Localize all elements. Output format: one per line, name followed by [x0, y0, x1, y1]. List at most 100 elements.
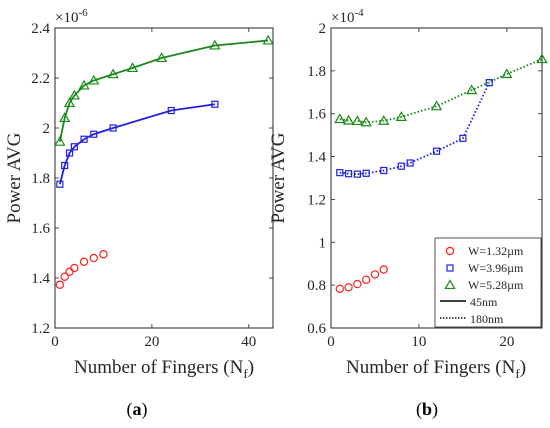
- panel-a-ytick-label: 1.8: [31, 171, 50, 187]
- panel-a-series-2-point: [262, 34, 274, 45]
- panel-a-series-1-point: [65, 149, 74, 157]
- panel-b-series-0-point: [353, 279, 362, 289]
- panel-a-ylabel: Power AVG: [4, 132, 25, 223]
- panel-a-series-1-point: [211, 100, 219, 108]
- panel-b-series-1-point: [336, 169, 344, 177]
- legend-label-4: 180nm: [470, 312, 504, 326]
- panel-a-ytick-label: 2.4: [31, 21, 50, 37]
- panel-b-ytick-label: 1.4: [307, 150, 326, 166]
- panel-b-series-2-point: [501, 68, 513, 79]
- panel-a-series-2-point: [107, 68, 119, 79]
- panel-b-series-1-point: [459, 134, 467, 142]
- panel-a-ticks: 1.2 1.4 1.6 1.8 2 2.2 2.4 0 20 40: [31, 21, 273, 350]
- panel-a-series-2-line: [58, 39, 269, 142]
- panel-a-series-1-line: [58, 103, 215, 185]
- panel-a-xtick-label: 40: [241, 334, 256, 350]
- panel-b-legend: W=1.32µm W=3.96µm W=5.28µm 45nm 180nm: [434, 237, 542, 328]
- panel-a-exponent: ×10-6: [55, 7, 88, 26]
- panel-b-series-1-point: [432, 147, 441, 155]
- panel-a-series-1-point: [70, 143, 78, 151]
- panel-a-series-2-point: [63, 97, 76, 108]
- panel-b-series-1-point: [406, 159, 414, 167]
- legend-marker-1: [446, 264, 454, 272]
- panel-a-series-0-point: [99, 250, 108, 259]
- panel-a-ytick-label: 2: [43, 121, 51, 137]
- panel-b-series-2-point: [334, 113, 346, 124]
- panel-b: ×10-4 0.60.811.21.41.61.820 10 20 Power AV…: [268, 7, 548, 420]
- panel-b-ytick-label: 1: [319, 235, 327, 251]
- panel-a-series-0-point: [89, 253, 98, 263]
- panel-a-series-1-point: [109, 124, 117, 132]
- panel-a-series-2-point: [54, 135, 66, 146]
- panel-b-series-0-point: [379, 265, 388, 274]
- panel-a-series-2-point: [68, 89, 81, 100]
- panel-b-series-1-point: [362, 169, 370, 177]
- legend-items: W=1.32µm W=3.96µm W=5.28µm 45nm 180nm: [440, 244, 524, 326]
- panel-a-series-2-point: [88, 74, 100, 85]
- panel-b-series-2-point: [360, 116, 372, 127]
- panel-a-ytick-label: 1.6: [31, 221, 50, 237]
- panel-a-series-1-point: [80, 135, 88, 143]
- panel-b-ytick-label: 1.2: [307, 192, 326, 208]
- panel-a-plot-area: [54, 27, 274, 329]
- legend-marker-0: [445, 246, 455, 256]
- panel-b-xlabel: Number of Fingers (Nf): [346, 357, 526, 381]
- panel-b-xtick-label: 10: [411, 334, 426, 350]
- panel-a-ytick-label: 1.2: [31, 321, 50, 337]
- panel-b-lines: [339, 58, 543, 176]
- panel-a-series-0-point: [55, 280, 65, 289]
- panel-b-series-1-point: [485, 79, 493, 87]
- panel-b-ytick-label: 1.6: [307, 107, 326, 123]
- panel-b-series-2-point: [466, 84, 478, 95]
- panel-a-series-2-point: [209, 39, 221, 50]
- panel-a-xtick-label: 0: [51, 334, 59, 350]
- panel-a: ×10-6 1.2 1.4 1.6 1.8 2 2.2 2.4 0 20 40 Power AVG…: [4, 7, 274, 420]
- panel-b-series-2-point: [395, 111, 407, 121]
- panel-a-series-2-point: [155, 52, 168, 63]
- panel-b-series-1-point: [344, 170, 353, 178]
- panel-b-series-2-point: [430, 100, 443, 111]
- panel-b-series-0-point: [370, 270, 380, 279]
- panel-b-series-1-line: [339, 82, 491, 176]
- panel-a-series-1-point: [61, 161, 69, 170]
- panel-b-series-1-point: [380, 166, 388, 175]
- legend-label-1: W=3.96µm: [468, 261, 524, 275]
- panel-a-series-2-point: [78, 79, 90, 90]
- panel-a-markers: [54, 34, 274, 289]
- panel-b-series-2-point: [536, 53, 548, 64]
- panel-a-series-1-point: [90, 130, 98, 138]
- panel-a-ytick-label: 2.2: [31, 71, 50, 87]
- legend-label-0: W=1.32µm: [468, 244, 524, 258]
- panel-a-ytick-label: 1.4: [31, 271, 50, 287]
- panel-b-series-1-point: [353, 170, 361, 178]
- panel-a-caption: (a): [127, 399, 148, 420]
- panel-a-xtick-label: 20: [144, 334, 159, 350]
- panel-b-series-0-point: [344, 283, 353, 292]
- panel-a-series-1-point: [167, 106, 175, 115]
- panel-b-ytick-label: 2: [319, 21, 327, 37]
- panel-a-series-0-point: [60, 272, 69, 281]
- legend-label-3: 45nm: [470, 295, 498, 309]
- panel-b-series-0-point: [335, 284, 344, 293]
- panel-a-xlabel: Number of Fingers (Nf): [74, 357, 254, 381]
- panel-b-caption: (b): [416, 399, 438, 420]
- panel-b-ytick-label: 0.6: [307, 321, 326, 337]
- panel-b-ytick-label: 1.8: [307, 64, 326, 80]
- panel-a-series-2-point: [59, 112, 71, 123]
- panel-a-series-1-point: [56, 180, 64, 188]
- panel-b-markers: [334, 53, 548, 293]
- panel-b-series-2-point: [351, 115, 364, 126]
- panel-a-series-0-point: [79, 257, 89, 266]
- panel-b-ylabel: Power AVG: [268, 132, 289, 223]
- panel-a-series-2-point: [126, 62, 139, 73]
- panel-a-series-0-point: [70, 263, 79, 273]
- panel-b-series-2-point: [342, 114, 355, 125]
- legend-marker-2: [444, 279, 456, 290]
- legend-label-2: W=5.28µm: [468, 278, 524, 292]
- panel-b-ticks: 0.60.811.21.41.61.820 10 20: [307, 21, 542, 350]
- panel-b-xtick-label: 0: [327, 334, 335, 350]
- panel-b-ytick-label: 0.8: [307, 278, 326, 294]
- panel-b-xtick-label: 20: [499, 334, 514, 350]
- panel-b-series-1-point: [397, 162, 405, 170]
